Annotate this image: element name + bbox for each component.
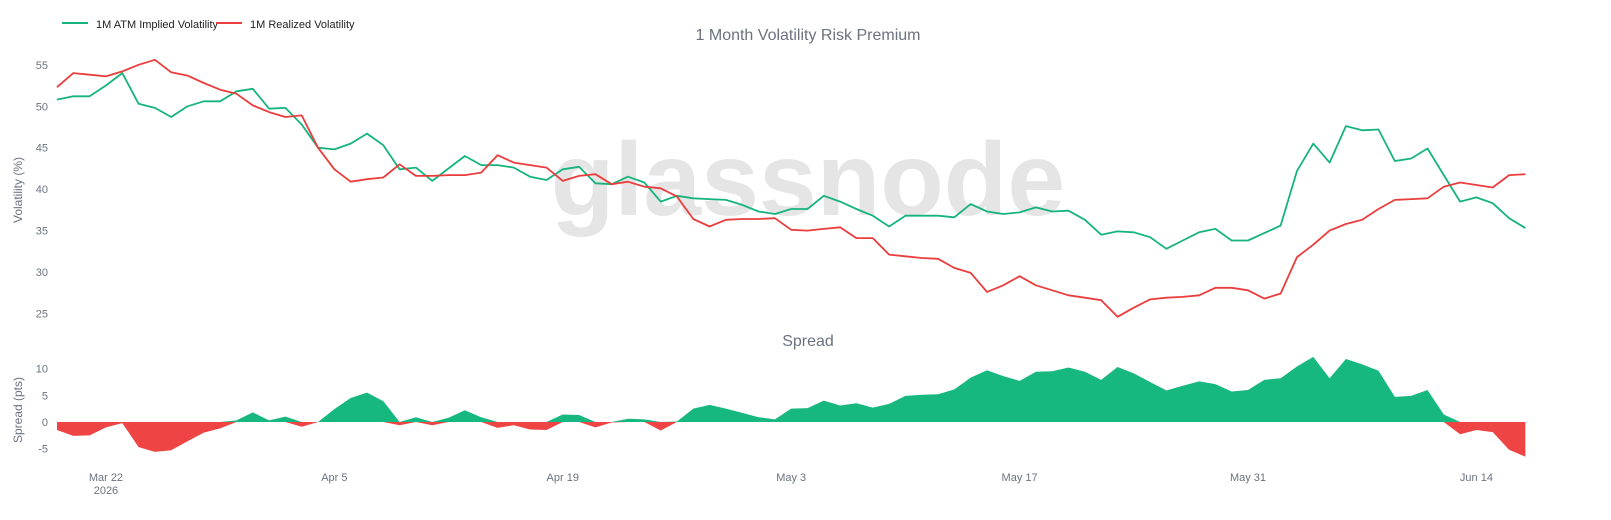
implied-volatility-line (56, 72, 1526, 250)
main-y-tick-label: 50 (36, 101, 48, 113)
spread-y-tick-label: 5 (42, 390, 48, 402)
x-tick-label: Apr 5 (321, 472, 347, 484)
main-chart-title: 1 Month Volatility Risk Premium (696, 27, 921, 44)
watermark: glassnode (551, 122, 1065, 238)
legend[interactable]: 1M ATM Implied Volatility 1M Realized Vo… (62, 19, 355, 31)
main-y-axis-label: Volatility (%) (11, 157, 25, 223)
x-tick-label: May 3 (776, 472, 806, 484)
spread-y-tick-label: -5 (38, 444, 48, 456)
spread-area (57, 356, 1526, 457)
spread-y-ticks: -5 0 5 10 (36, 364, 48, 456)
spread-y-tick-label: 10 (36, 364, 48, 376)
x-tick-sublabel: 2026 (94, 485, 118, 497)
x-tick-label: Mar 22 (89, 472, 123, 484)
x-tick-label: Jun 14 (1460, 472, 1493, 484)
spread-negative-area (57, 422, 1526, 457)
legend-label-realized: 1M Realized Volatility (250, 19, 355, 31)
volatility-lines (56, 58, 1526, 318)
spread-positive-area (57, 356, 1526, 422)
main-y-tick-label: 40 (36, 184, 48, 196)
main-y-tick-label: 55 (36, 60, 48, 72)
main-y-tick-label: 25 (36, 309, 48, 321)
spread-y-axis-label: Spread (pts) (11, 377, 25, 443)
main-y-ticks: 25 30 35 40 45 50 55 (36, 60, 48, 321)
realized-volatility-line (56, 58, 1526, 318)
legend-label-implied: 1M ATM Implied Volatility (96, 19, 219, 31)
spread-y-tick-label: 0 (42, 417, 48, 429)
spread-chart-title: Spread (782, 333, 834, 350)
main-y-tick-label: 35 (36, 226, 48, 238)
main-y-tick-label: 30 (36, 267, 48, 279)
x-tick-label: May 17 (1002, 472, 1038, 484)
main-y-tick-label: 45 (36, 143, 48, 155)
x-tick-label: Apr 19 (547, 472, 579, 484)
x-tick-label: May 31 (1230, 472, 1266, 484)
